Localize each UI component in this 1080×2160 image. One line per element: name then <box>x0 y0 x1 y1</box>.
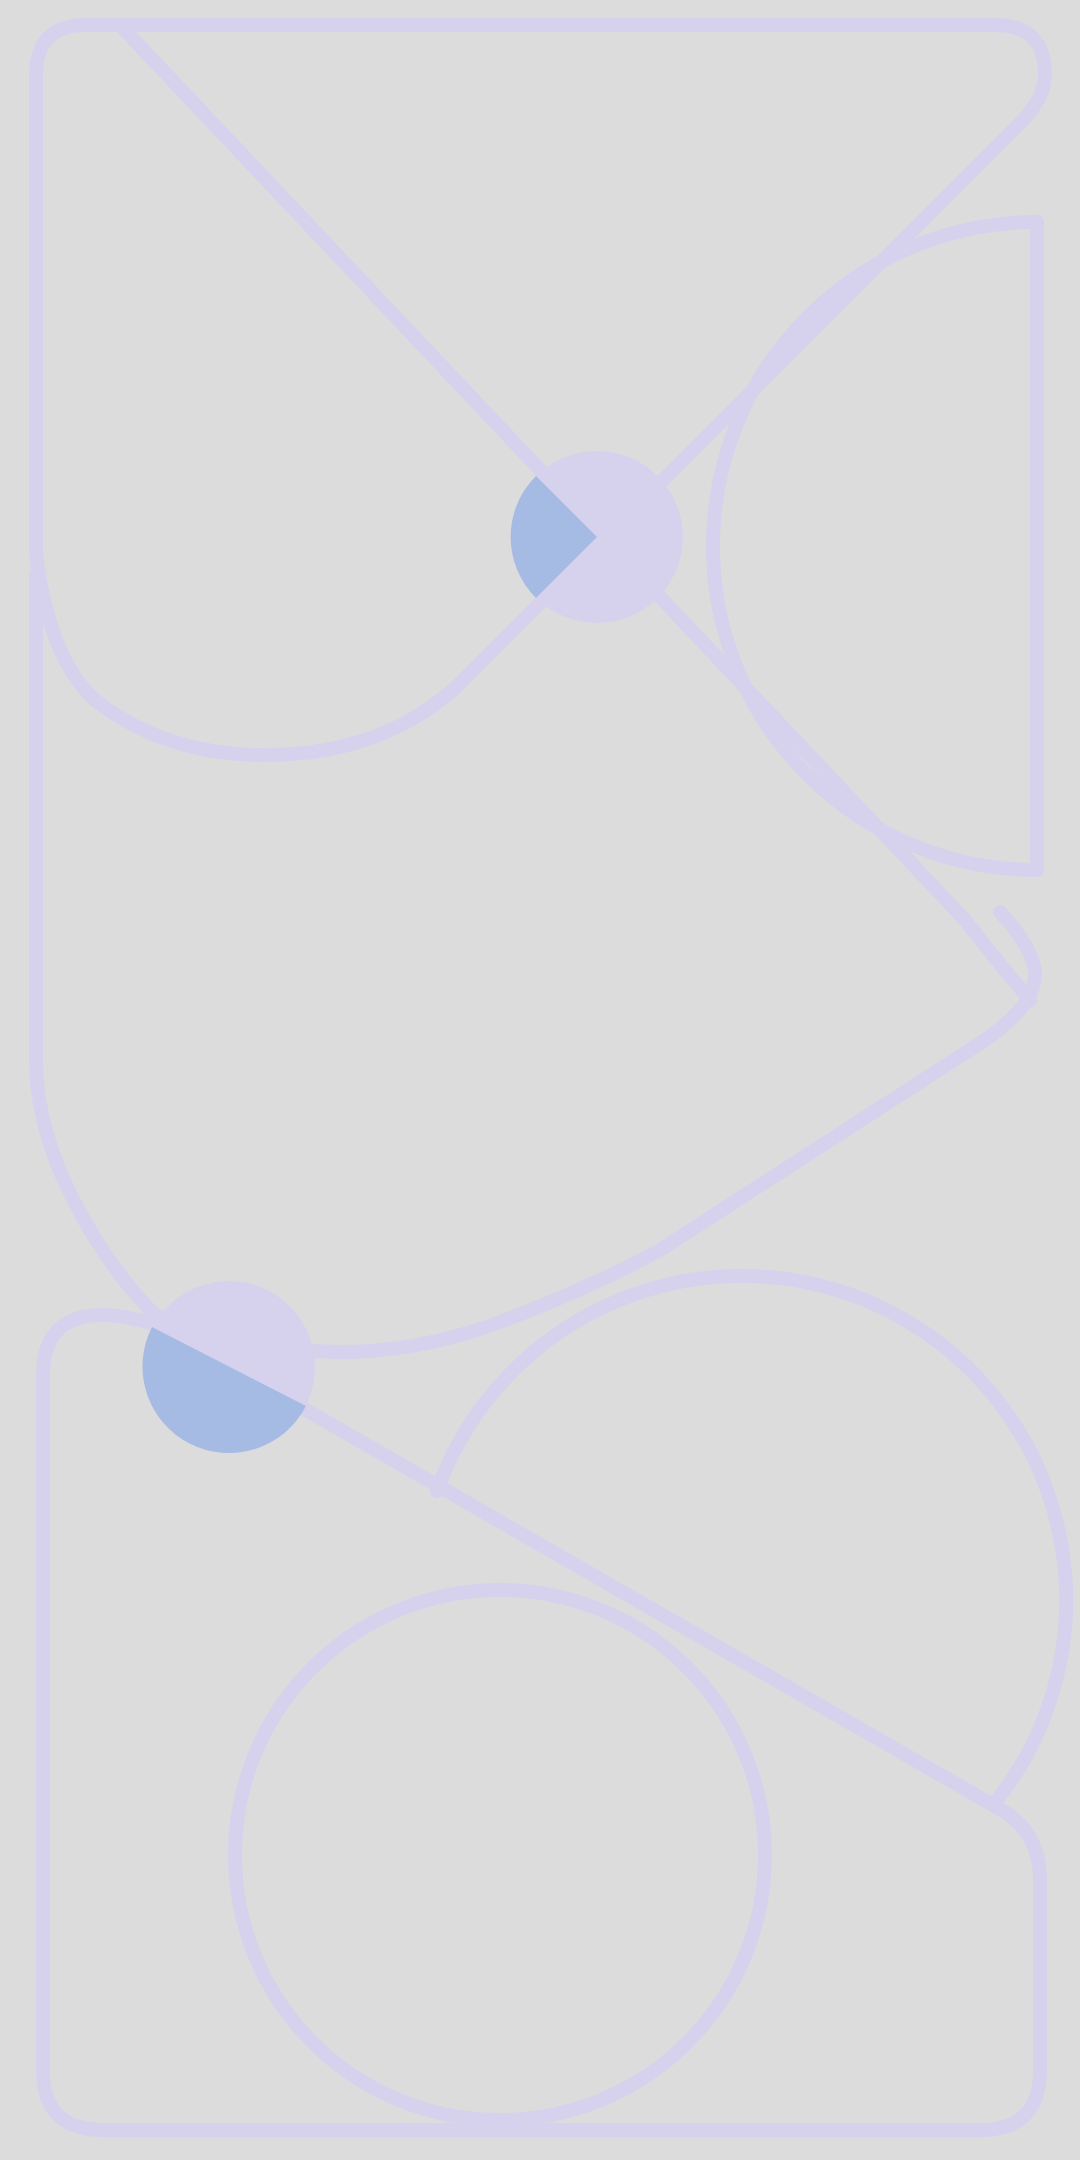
lower-folded-path <box>29 568 1042 1359</box>
lower-arc <box>430 1268 1074 1812</box>
upper-diagonal-line <box>113 18 1037 1007</box>
upper-dot <box>510 451 683 623</box>
lower-circle <box>228 1583 772 2127</box>
lower-rounded-panel <box>36 1308 1047 2137</box>
upper-dot-accent <box>510 476 597 598</box>
lower-dot-accent <box>142 1327 306 1454</box>
upper-folded-path <box>29 18 1052 762</box>
lower-dot <box>142 1281 315 1454</box>
